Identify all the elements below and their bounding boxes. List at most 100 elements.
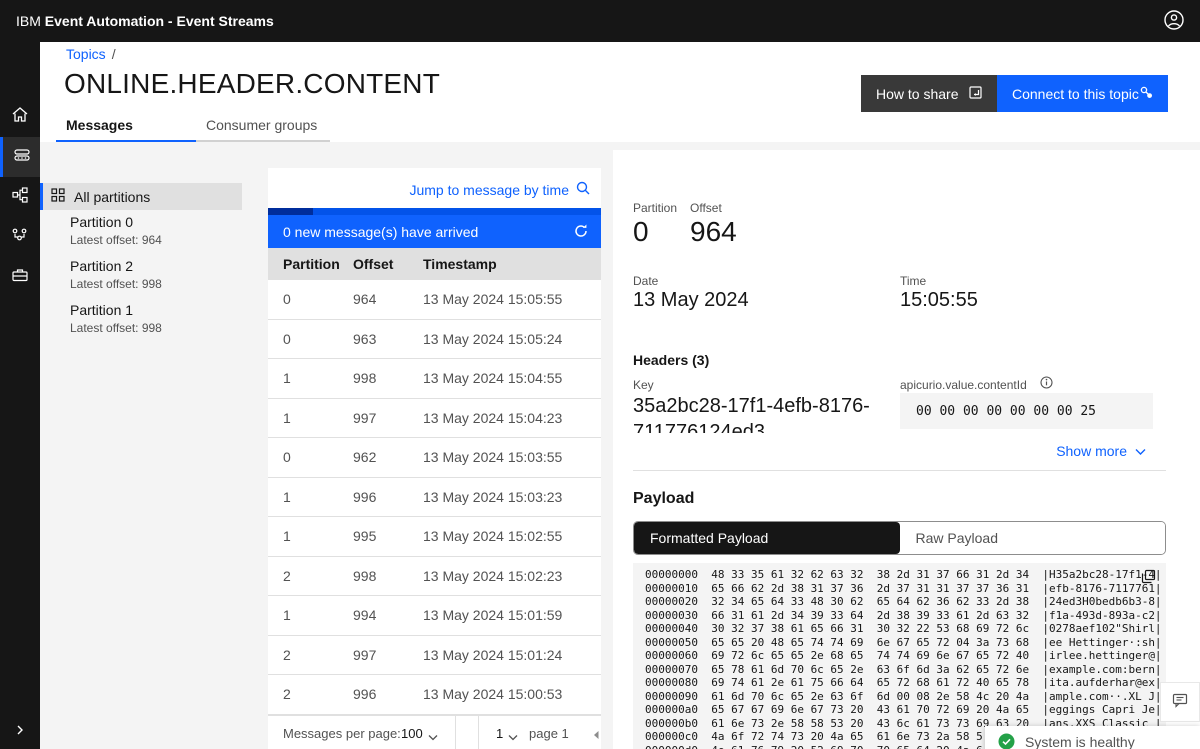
pagination-divider [455, 716, 456, 749]
consumer-groups-icon [11, 226, 29, 249]
time-value: 15:05:55 [900, 289, 978, 311]
page-indicator: page 1 [529, 726, 569, 741]
cell-offset: 994 [353, 607, 377, 624]
app-header: IBM Event Automation - Event Streams [0, 0, 1200, 42]
breadcrumb-topics-link[interactable]: Topics [66, 46, 106, 62]
feedback-button[interactable] [1160, 682, 1200, 722]
cell-timestamp: 13 May 2024 15:04:55 [423, 370, 563, 387]
hex-line: 00000020 32 34 65 64 33 48 30 62 65 64 6… [645, 595, 1162, 608]
table-row[interactable]: 2 997 13 May 2024 15:01:24 [268, 635, 601, 675]
sidebar-item-schema-registry[interactable] [0, 177, 40, 217]
connect-label: Connect to this topic [1012, 85, 1139, 102]
cell-partition: 0 [283, 449, 291, 466]
table-row[interactable]: 1 998 13 May 2024 15:04:55 [268, 359, 601, 399]
table-row[interactable]: 1 995 13 May 2024 15:02:55 [268, 517, 601, 557]
cell-offset: 997 [353, 409, 377, 426]
cell-partition: 1 [283, 409, 291, 426]
cell-offset: 998 [353, 370, 377, 387]
column-header-offset: Offset [353, 256, 394, 272]
column-header-partition: Partition [283, 256, 340, 272]
app-title: IBM Event Automation - Event Streams [16, 13, 274, 29]
tab-raw-payload[interactable]: Raw Payload [899, 522, 1165, 554]
sidebar-item-topics[interactable] [0, 137, 40, 177]
cell-timestamp: 13 May 2024 15:01:59 [423, 607, 563, 624]
page-select-value[interactable]: 1 [496, 726, 504, 741]
sidebar-item-consumer-groups[interactable] [0, 217, 40, 257]
show-more-link[interactable]: Show more [1056, 443, 1146, 459]
sidebar-item-toolbox[interactable] [0, 257, 40, 297]
partition-name: Partition 1 [70, 302, 134, 318]
success-check-icon [998, 733, 1015, 749]
show-more-label: Show more [1056, 443, 1127, 459]
hex-line: 000000b0 61 6e 73 2e 58 58 53 20 43 6c 6… [645, 716, 1162, 730]
chevron-down-icon[interactable] [508, 729, 518, 744]
tab-raw-payload-label: Raw Payload [915, 530, 999, 546]
breadcrumb: Topics / [66, 46, 116, 62]
toolbox-icon [11, 266, 29, 289]
cell-timestamp: 13 May 2024 15:03:55 [423, 449, 563, 466]
table-row[interactable]: 2 998 13 May 2024 15:02:23 [268, 556, 601, 596]
cell-timestamp: 13 May 2024 15:00:53 [423, 686, 563, 703]
system-status-text: System is healthy [1025, 734, 1135, 749]
jump-to-message-label: Jump to message by time [409, 181, 569, 198]
cell-timestamp: 13 May 2024 15:04:23 [423, 409, 563, 426]
jump-to-message-link[interactable]: Jump to message by time [409, 180, 591, 199]
tab-consumer-groups[interactable]: Consumer groups [196, 110, 330, 142]
refresh-icon[interactable] [573, 223, 589, 242]
hex-line: 00000070 65 78 61 6d 70 6c 65 2e 63 6f 6… [645, 662, 1162, 676]
partition-value: 0 [633, 216, 649, 247]
cell-timestamp: 13 May 2024 15:02:55 [423, 528, 563, 545]
hex-line: 00000030 66 31 61 2d 34 39 33 64 2d 38 3… [645, 608, 1162, 622]
connect-to-topic-button[interactable]: Connect to this topic [997, 75, 1168, 112]
copy-icon[interactable] [1141, 569, 1156, 587]
table-row[interactable]: 2 996 13 May 2024 15:00:53 [268, 675, 601, 715]
tab-messages-label: Messages [66, 117, 133, 133]
all-partitions-item[interactable]: All partitions [40, 183, 242, 210]
partition-item-2[interactable]: Partition 2 Latest offset: 998 [40, 258, 242, 298]
sidebar-item-home[interactable] [0, 97, 40, 137]
table-row[interactable]: 0 964 13 May 2024 15:05:55 [268, 280, 601, 320]
partition-item-0[interactable]: Partition 0 Latest offset: 964 [40, 214, 242, 254]
header-name: apicurio.value.contentId [900, 378, 1027, 392]
poll-progress-segment [268, 208, 313, 215]
offset-label: Offset [690, 201, 722, 215]
schema-registry-icon [11, 186, 29, 209]
table-row[interactable]: 1 997 13 May 2024 15:04:23 [268, 398, 601, 438]
new-messages-banner: 0 new message(s) have arrived [268, 215, 601, 248]
tab-formatted-payload[interactable]: Formatted Payload [634, 522, 900, 554]
header-value: 00 00 00 00 00 00 00 25 [900, 393, 1153, 429]
grid-icon [51, 188, 65, 205]
hex-line: 00000000 48 33 35 61 32 62 63 32 38 2d 3… [645, 568, 1162, 581]
user-avatar-icon[interactable] [1162, 9, 1186, 33]
key-label: Key [633, 378, 654, 392]
table-row[interactable]: 1 994 13 May 2024 15:01:59 [268, 596, 601, 636]
hex-line: 00000090 61 6d 70 6c 65 2e 63 6f 6d 00 0… [645, 689, 1162, 703]
cell-timestamp: 13 May 2024 15:02:23 [423, 567, 563, 584]
per-page-value[interactable]: 100 [401, 726, 423, 741]
cell-offset: 962 [353, 449, 377, 466]
hex-line: 000000d0 4e 61 76 79 20 52 69 70 70 65 6… [645, 744, 1166, 749]
left-nav [0, 42, 40, 749]
table-row[interactable]: 0 962 13 May 2024 15:03:55 [268, 438, 601, 478]
tab-consumer-groups-label: Consumer groups [206, 117, 318, 133]
chevron-down-icon[interactable] [428, 729, 438, 744]
expand-sidebar-button[interactable] [0, 715, 40, 747]
page-header: Topics / ONLINE.HEADER.CONTENT How to sha… [40, 42, 1200, 142]
how-to-share-button[interactable]: How to share [861, 75, 997, 112]
table-row[interactable]: 1 996 13 May 2024 15:03:23 [268, 477, 601, 517]
cell-offset: 963 [353, 330, 377, 347]
new-messages-text: 0 new message(s) have arrived [283, 223, 479, 240]
partition-latest-offset: Latest offset: 964 [70, 233, 162, 247]
table-row[interactable]: 0 963 13 May 2024 15:05:24 [268, 319, 601, 359]
info-icon[interactable] [1040, 376, 1053, 394]
tab-messages[interactable]: Messages [56, 110, 196, 142]
search-icon [575, 180, 591, 199]
cell-offset: 995 [353, 528, 377, 545]
cell-partition: 0 [283, 291, 291, 308]
partition-label: Partition [633, 201, 678, 215]
cell-partition: 0 [283, 330, 291, 347]
previous-page-icon[interactable] [592, 728, 600, 743]
partition-item-1[interactable]: Partition 1 Latest offset: 998 [40, 302, 242, 342]
cell-timestamp: 13 May 2024 15:01:24 [423, 646, 563, 663]
messages-table-body: 0 964 13 May 2024 15:05:55 0 963 13 May 2024… [268, 280, 601, 715]
